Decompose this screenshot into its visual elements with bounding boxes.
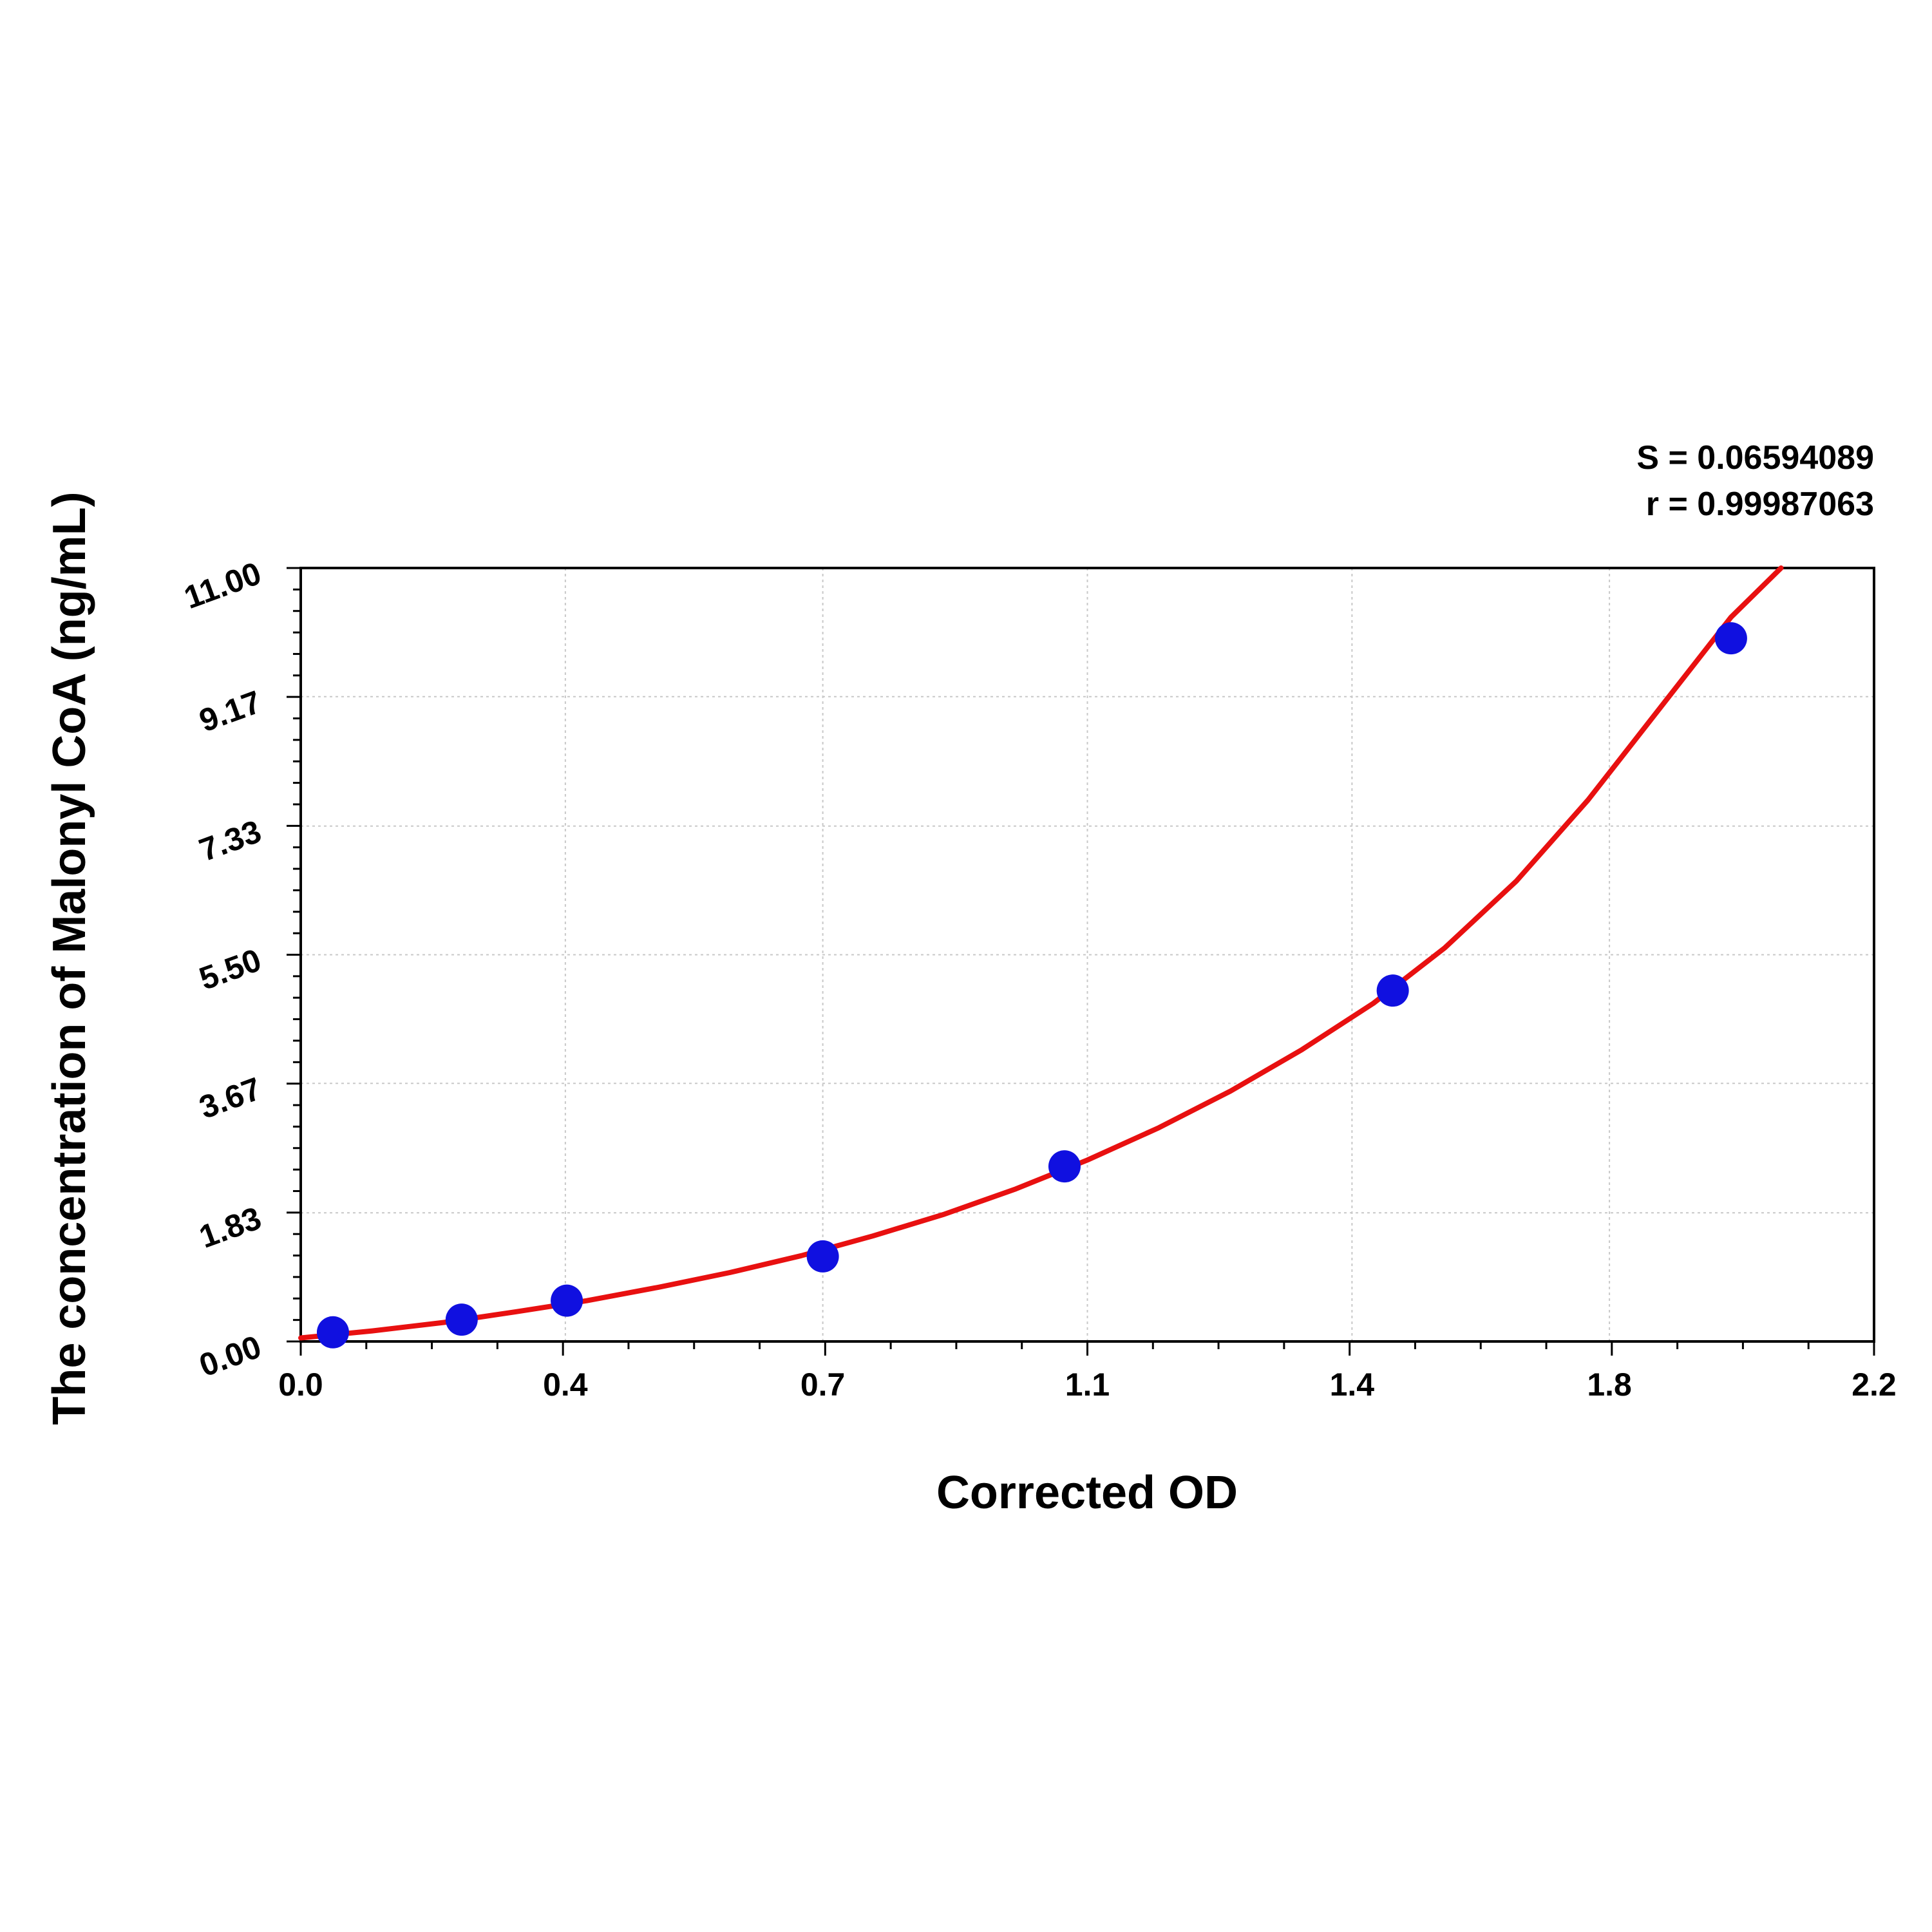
x-tick-label-6: 2.2: [1852, 1367, 1897, 1403]
x-tick-label-4: 1.4: [1330, 1367, 1375, 1403]
x-axis-title: Corrected OD: [936, 1467, 1238, 1519]
data-point-4: [1048, 1150, 1081, 1183]
x-tick-label-3: 1.1: [1065, 1367, 1110, 1403]
data-point-3: [806, 1240, 839, 1273]
x-tick-label-0: 0.0: [278, 1367, 323, 1403]
x-tick-label-1: 0.4: [543, 1367, 588, 1403]
data-point-0: [316, 1316, 349, 1349]
x-tick-label-2: 0.7: [800, 1367, 846, 1403]
data-point-2: [551, 1284, 583, 1317]
data-point-1: [445, 1303, 478, 1336]
grid-lines: [301, 568, 1874, 1341]
y-axis-title: The concentration of Malonyl CoA (ng/mL): [44, 491, 95, 1425]
x-tick-label-5: 1.8: [1587, 1367, 1632, 1403]
r-statistic-label: r = 0.99987063: [1646, 486, 1874, 523]
s-statistic-label: S = 0.06594089: [1636, 439, 1874, 477]
data-point-6: [1714, 622, 1747, 655]
plot-series: [298, 565, 1784, 1349]
data-point-5: [1376, 974, 1409, 1007]
